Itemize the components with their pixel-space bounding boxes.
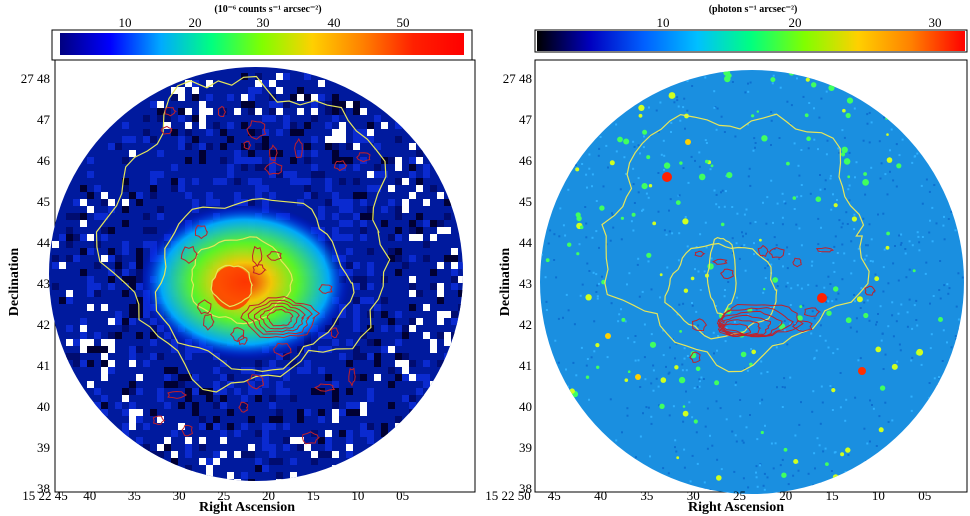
right-x-axis-label: Right Ascension [688,500,784,515]
y-tick-label: 40 [37,399,50,414]
left-y-axis-label: Declination [7,248,22,317]
y-tick-label: 39 [37,440,50,455]
left-colorbar-tick: 20 [189,15,202,30]
y-tick-label: 43 [37,276,50,291]
right-colorbar-title: (photon s⁻¹ arcsec⁻²) [709,4,798,15]
x-tick-label: 20 [262,488,275,503]
y-tick-label: 41 [519,358,532,373]
y-tick-label: 45 [519,194,532,209]
x-tick-label: 25 [217,488,230,503]
x-tick-label: 40 [594,488,607,503]
left-colorbar-tick: 30 [257,15,270,30]
right-xtick-labels: 15 22 50 45 40 35 30 25 20 15 10 05 [485,488,931,503]
y-tick-label: 39 [519,440,532,455]
right-colorbar-ticklabels: 10 20 30 [657,15,942,30]
y-tick-label: 47 [519,112,533,127]
right-colorbar [537,31,965,51]
right-colorbar-tick: 30 [929,15,942,30]
left-colorbar-tick: 40 [328,15,341,30]
x-tick-label: 35 [640,488,653,503]
x-tick-label: 15 22 50 [485,488,531,503]
right-colorbar-tick: 20 [789,15,802,30]
left-x-axis-label: Right Ascension [199,500,295,515]
right-colorbar-tick: 10 [657,15,670,30]
left-panel: (10⁻⁶ counts s⁻¹ arcsec⁻²) 10 20 30 40 5… [7,4,476,515]
x-tick-label: 10 [872,488,885,503]
left-colorbar-title: (10⁻⁶ counts s⁻¹ arcsec⁻²) [214,4,321,15]
y-tick-label: 38 [37,481,50,496]
x-tick-label: 05 [918,488,931,503]
x-tick-label: 25 [733,488,746,503]
x-tick-label: 35 [128,488,141,503]
y-tick-label: 38 [519,481,532,496]
right-ytick-labels: 27 48 47 46 45 44 43 42 41 40 39 38 [503,71,533,496]
x-tick-label: 30 [687,488,700,503]
x-tick-label: 10 [351,488,364,503]
y-tick-label: 47 [37,112,51,127]
y-tick-label: 45 [37,194,50,209]
y-tick-label: 40 [519,399,532,414]
left-ytick-labels: 27 48 47 46 45 44 43 42 41 40 39 38 [21,71,51,496]
y-tick-label: 46 [37,153,51,168]
x-tick-label: 20 [779,488,792,503]
left-colorbar-ticklabels: 10 20 30 40 50 [119,15,410,30]
y-tick-label: 41 [37,358,50,373]
y-tick-label: 46 [519,153,533,168]
left-image [49,67,463,481]
right-y-axis-label: Declination [498,248,513,317]
x-tick-label: 05 [396,488,409,503]
x-tick-label: 45 [548,488,561,503]
right-image [540,70,964,494]
left-colorbar [60,33,464,55]
y-tick-label: 27 48 [21,71,50,86]
left-colorbar-tick: 50 [397,15,410,30]
y-tick-label: 42 [519,317,532,332]
left-colorbar-tick: 10 [119,15,132,30]
left-xtick-labels: 15 22 45 40 35 30 25 20 15 10 05 [22,488,409,503]
right-panel: (photon s⁻¹ arcsec⁻²) 10 20 30 27 48 47 46… [485,4,968,515]
y-tick-label: 42 [37,317,50,332]
y-tick-label: 44 [37,235,51,250]
x-tick-label: 15 [826,488,839,503]
x-tick-label: 15 22 45 [22,488,68,503]
x-tick-label: 30 [173,488,186,503]
y-tick-label: 27 48 [503,71,532,86]
x-tick-label: 40 [83,488,96,503]
y-tick-label: 43 [519,276,532,291]
y-tick-label: 44 [519,235,533,250]
x-tick-label: 15 [307,488,320,503]
